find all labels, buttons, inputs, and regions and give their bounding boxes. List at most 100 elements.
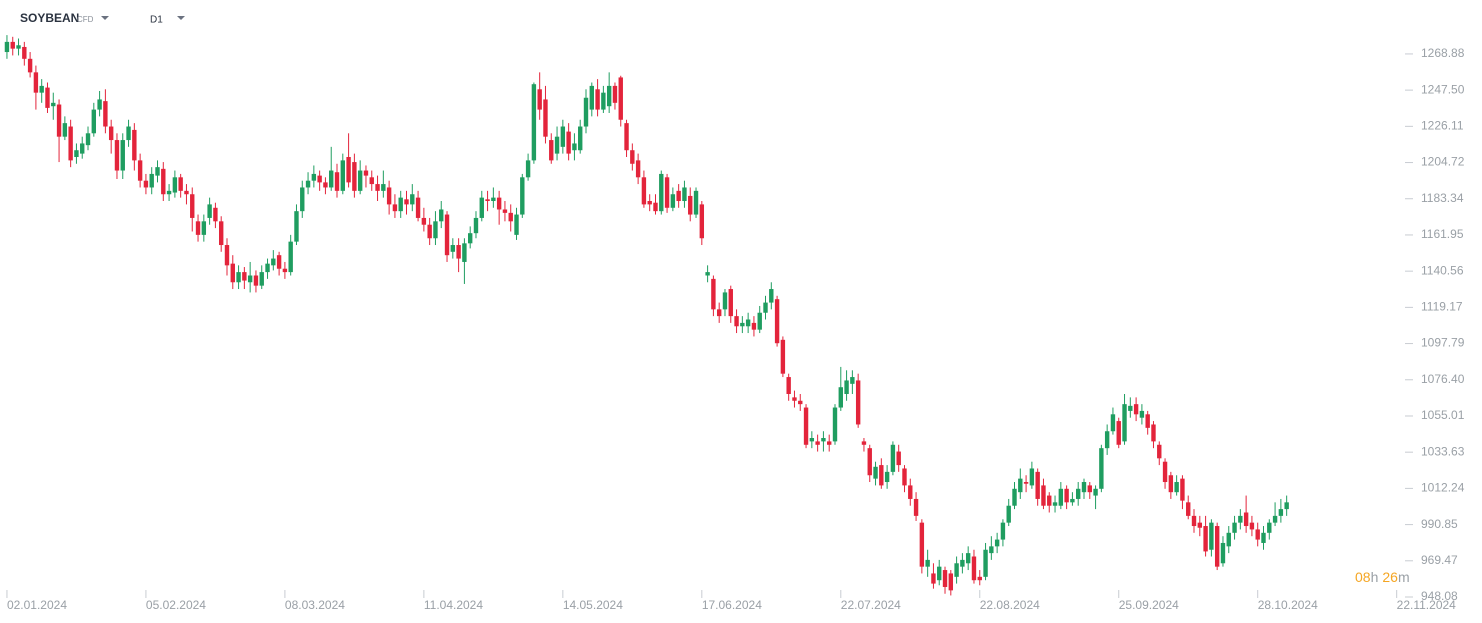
candle-body: [282, 268, 288, 273]
candle-body: [653, 202, 658, 212]
candle-body: [861, 441, 867, 445]
candle-body: [386, 187, 392, 205]
candle-body: [664, 177, 670, 208]
countdown-hours: 08: [1355, 569, 1371, 585]
candle-body: [948, 573, 954, 591]
candle-body: [1272, 515, 1278, 523]
candle-body: [855, 380, 861, 425]
candle-body: [1232, 522, 1237, 533]
candle-body: [1133, 404, 1139, 415]
candle-body: [908, 485, 913, 499]
candle-body: [392, 204, 398, 212]
candle-body: [1093, 488, 1098, 496]
countdown-minutes: 26: [1382, 569, 1398, 585]
candle-body: [1018, 478, 1023, 493]
candle-body: [832, 407, 838, 442]
candle-body: [838, 387, 843, 408]
y-tick-label: 1268.88: [1421, 46, 1465, 60]
candle-body: [879, 465, 884, 486]
candle-body: [659, 173, 664, 212]
candle-body: [705, 272, 710, 276]
timeframe[interactable]: D1: [150, 15, 163, 26]
candle-body: [149, 173, 154, 188]
candle-body: [259, 272, 264, 286]
candle-body: [937, 566, 942, 581]
candle-body: [1081, 482, 1087, 493]
candle-body: [821, 438, 826, 442]
candle-body: [589, 85, 594, 110]
candle-body: [1058, 488, 1064, 506]
countdown: 08h 26m: [1355, 569, 1410, 585]
candle-body: [114, 140, 120, 171]
countdown-minutes-unit: m: [1398, 569, 1410, 585]
candle-body: [1220, 542, 1226, 564]
candle-body: [1162, 461, 1168, 483]
candle-body: [531, 84, 537, 161]
candle-body: [218, 221, 224, 246]
candle-body: [1157, 444, 1162, 459]
candle-body: [1023, 482, 1029, 484]
candle-body: [97, 99, 102, 110]
candle-body: [502, 209, 508, 213]
candle-body: [201, 221, 207, 235]
candle-body: [45, 87, 50, 108]
symbol-dropdown[interactable]: [101, 16, 109, 20]
candle-body: [375, 184, 380, 191]
candle-body: [1168, 475, 1174, 493]
candle-body: [850, 377, 855, 384]
candle-body: [1284, 502, 1289, 510]
candle-body: [734, 316, 739, 327]
candle-body: [404, 199, 409, 205]
y-tick-label: 1097.79: [1421, 336, 1465, 350]
candle-body: [630, 150, 635, 164]
candle-body: [635, 160, 641, 178]
candle-body: [682, 187, 687, 202]
candle-body: [247, 275, 253, 283]
x-tick-label: 17.06.2024: [702, 598, 762, 612]
timeframe-dropdown[interactable]: [177, 16, 185, 20]
candle-body: [56, 104, 62, 137]
candle-body: [792, 397, 797, 401]
candle-body: [491, 197, 496, 202]
candle-body: [496, 197, 502, 210]
candle-body: [676, 190, 681, 202]
candle-body: [1209, 522, 1214, 550]
candle-body: [514, 214, 519, 235]
candle-body: [942, 570, 948, 587]
y-tick-label: 948.08: [1421, 589, 1458, 603]
candle-body: [369, 177, 374, 185]
candle-body: [190, 194, 195, 218]
candle-body: [670, 194, 676, 208]
candle-body: [612, 85, 618, 103]
candle-body: [253, 275, 259, 286]
candle-body: [103, 101, 108, 127]
candle-body: [1012, 488, 1017, 506]
candle-body: [757, 312, 762, 330]
x-tick-label: 22.07.2024: [841, 598, 901, 612]
candle-body: [688, 195, 693, 215]
candle-body: [1104, 431, 1110, 449]
candle-body: [896, 451, 901, 466]
candle-body: [1238, 515, 1243, 523]
y-tick-label: 1204.72: [1421, 155, 1465, 169]
y-tick-label: 1247.50: [1421, 82, 1465, 96]
candle-body: [537, 89, 542, 110]
candle-body: [560, 126, 566, 147]
candle-body: [1047, 495, 1052, 506]
candle-body: [913, 498, 919, 516]
candle-body: [595, 89, 600, 110]
candle-body: [1186, 502, 1191, 516]
symbol-type: CFD: [77, 15, 94, 24]
symbol[interactable]: SOYBEAN: [20, 11, 79, 25]
candle-body: [803, 407, 809, 445]
candle-body: [16, 45, 21, 49]
candle-body: [971, 556, 977, 581]
candle-body: [769, 289, 774, 303]
candle-body: [410, 194, 415, 205]
x-tick-label: 05.02.2024: [146, 598, 206, 612]
candle-body: [925, 559, 930, 567]
candle-body: [1128, 405, 1133, 411]
candle-body: [960, 559, 965, 567]
